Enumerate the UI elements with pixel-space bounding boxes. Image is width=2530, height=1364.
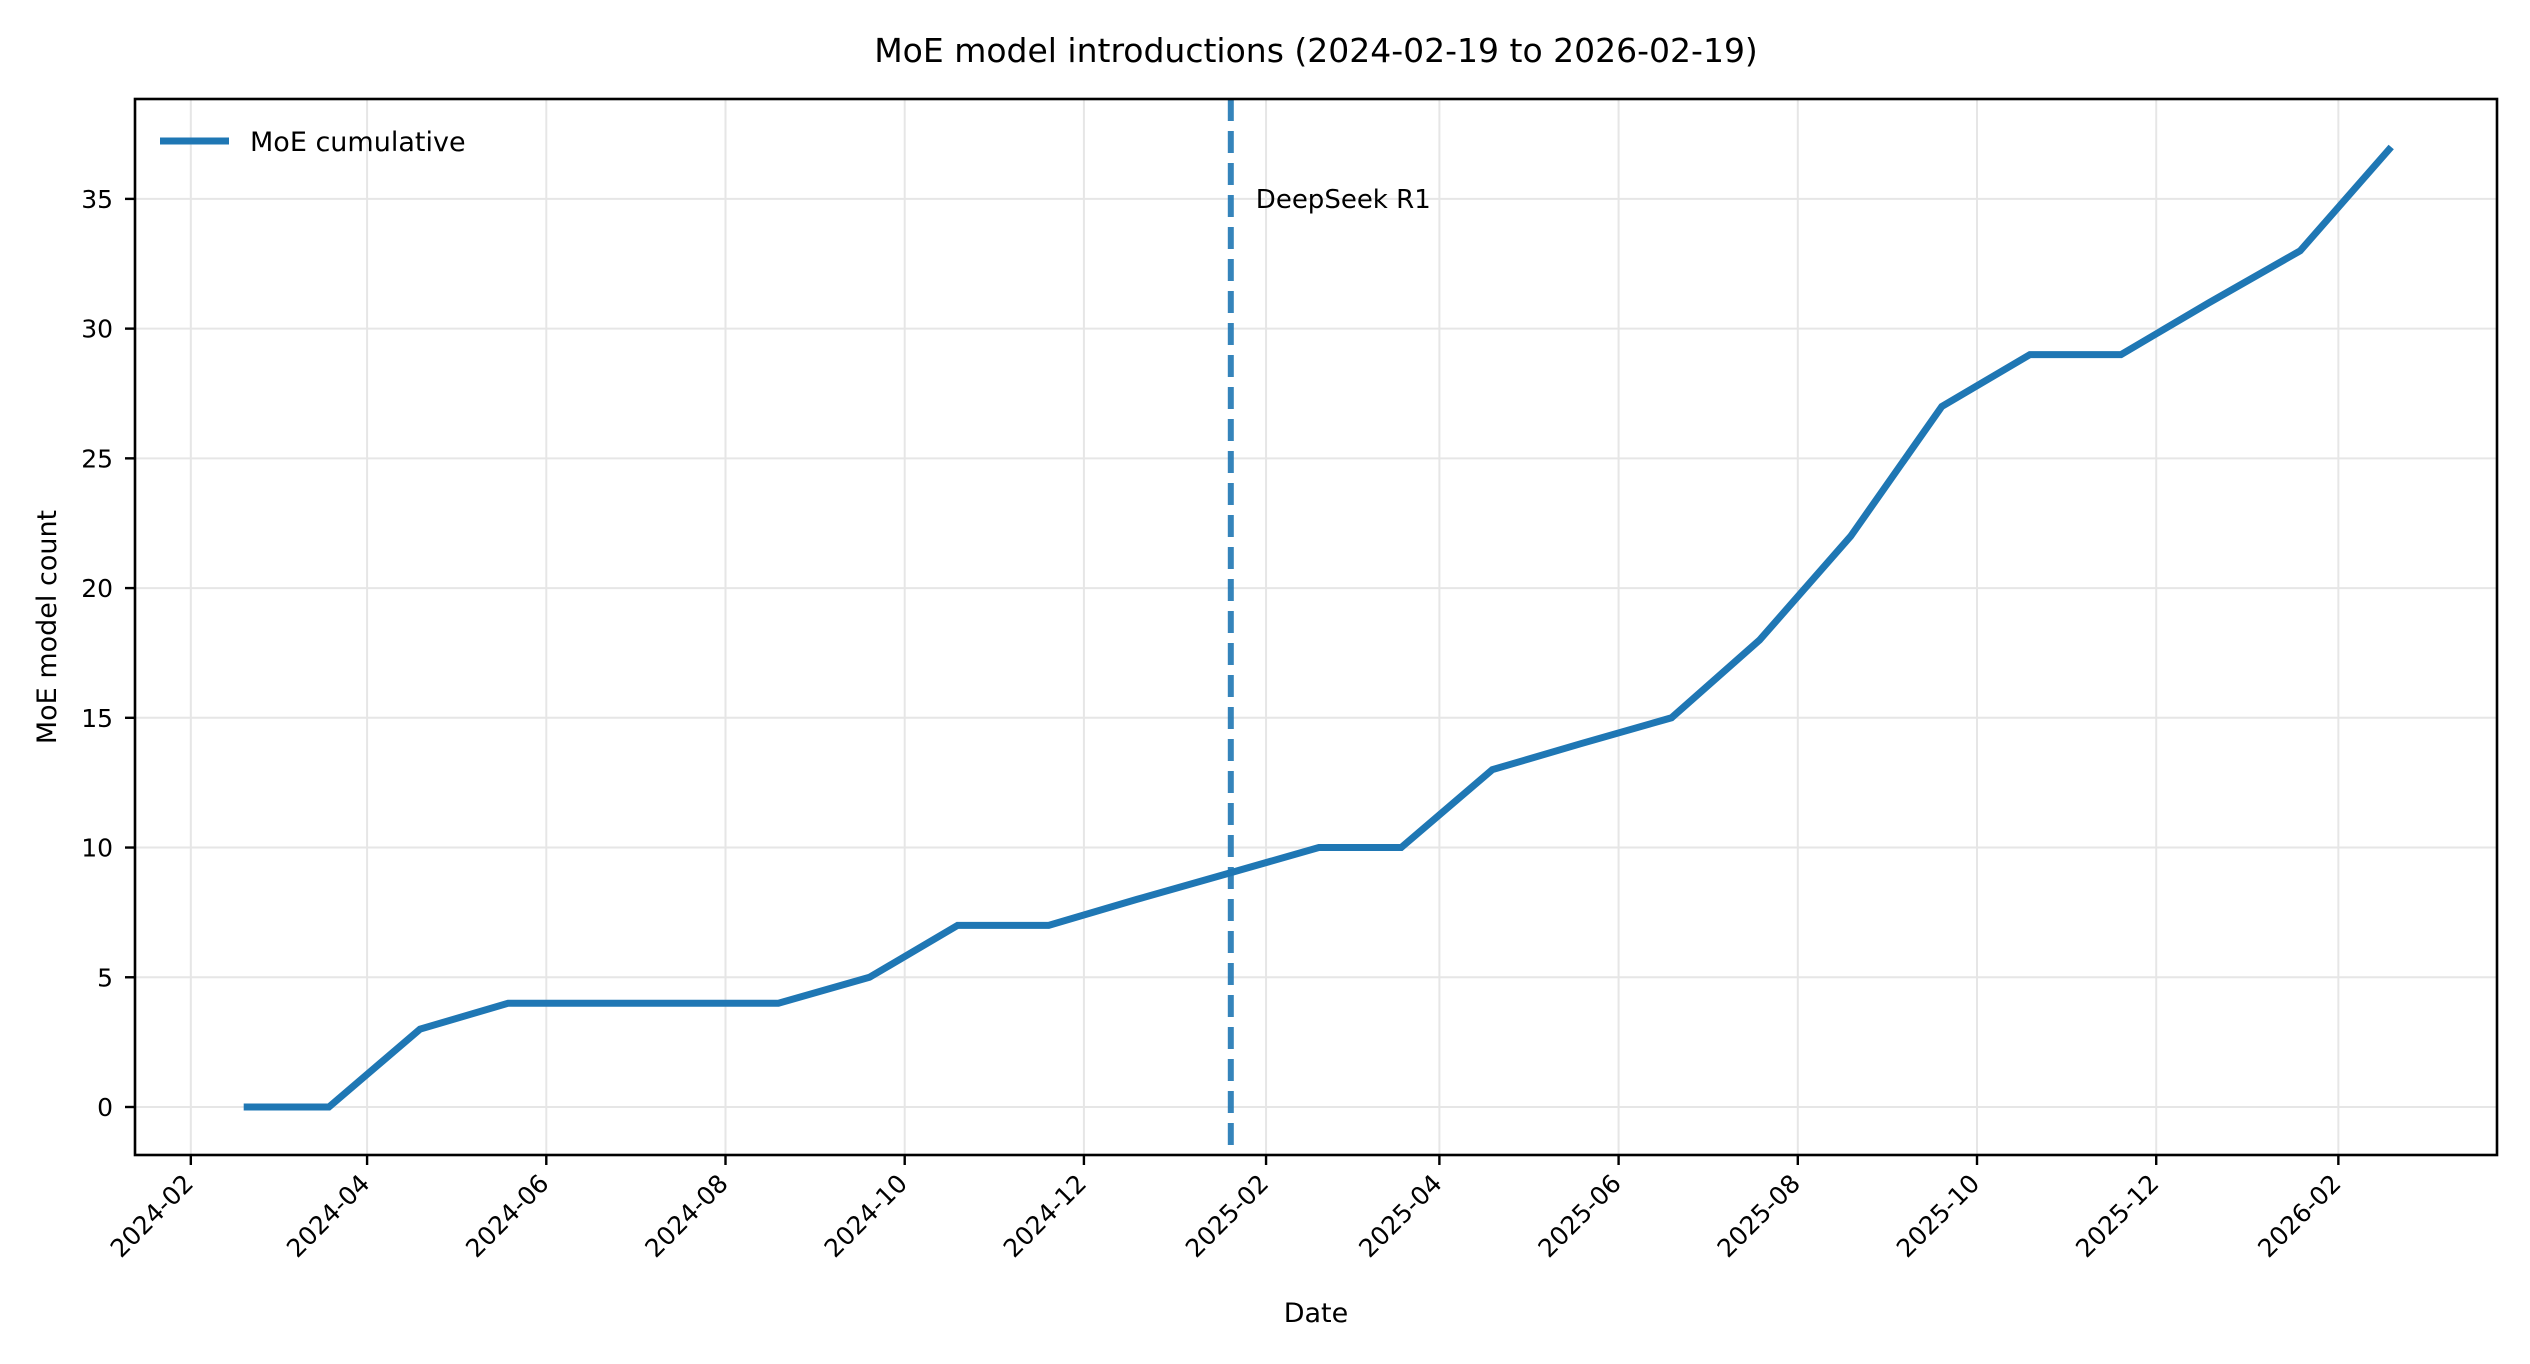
series-line-moe-cumulative [243,144,2394,1111]
data-point [1045,922,1052,929]
annotations: DeepSeek R1 [1227,99,1431,1155]
legend: MoE cumulative [160,127,466,158]
data-point [1224,870,1231,877]
y-tick-label: 0 [97,1093,113,1122]
data-point [775,1000,782,1007]
data-point [1668,714,1675,721]
data-point [1315,844,1322,851]
data-point [1489,766,1496,773]
data-point [2297,247,2304,254]
data-point [2388,144,2395,151]
y-tick-label: 10 [81,834,113,863]
series [240,144,2395,1111]
data-point [2206,299,2213,306]
data-point [954,922,961,929]
data-point [417,1026,424,1033]
data-point [596,1000,603,1007]
data-point [684,1000,691,1007]
data-point [1938,403,1945,410]
data-point [505,1000,512,1007]
data-point [866,974,873,981]
deepseek-r1-annotation: DeepSeek R1 [1256,185,1431,215]
plot-frame [133,97,2499,1157]
data-point [1847,533,1854,540]
data-point [325,1104,332,1111]
y-tick-label: 25 [81,444,113,473]
y-axis-ticks: 0 5 10 15 20 25 30 35 [81,185,135,1122]
gridlines [135,99,2497,1155]
data-point [1577,740,1584,747]
y-tick-label: 15 [81,704,113,733]
chart-title: MoE model introductions (2024-02-19 to 2… [874,31,1758,70]
y-tick-label: 35 [81,185,113,214]
legend-label-moe-cumulative: MoE cumulative [250,127,466,158]
y-tick-label: 5 [97,963,113,992]
x-axis-label: Date [1284,1298,1349,1329]
data-point [1398,844,1405,851]
data-point [2118,351,2125,358]
data-point [240,1104,247,1111]
data-point [1133,896,1140,903]
y-axis-label: MoE model count [32,510,63,744]
y-tick-label: 30 [81,315,113,344]
y-tick-label: 20 [81,574,113,603]
data-point [1756,637,1763,644]
data-point [2026,351,2033,358]
